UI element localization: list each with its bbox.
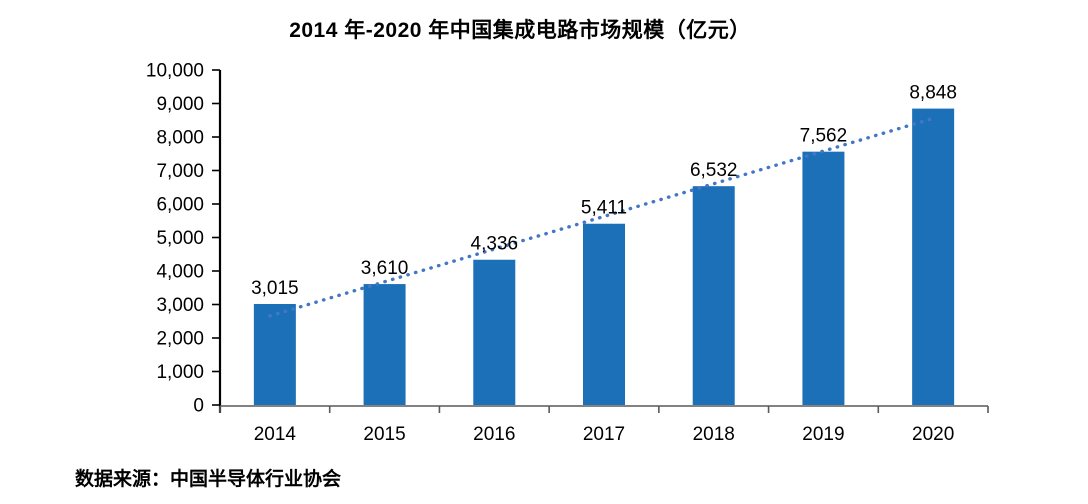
bar-2017 <box>583 223 625 405</box>
y-tick-label: 0 <box>193 396 204 417</box>
bar-2014 <box>253 303 296 405</box>
y-tick-label: 7,000 <box>156 161 204 182</box>
x-tick-label-2018: 2018 <box>693 424 735 445</box>
source-note: 数据来源：中国半导体行业协会 <box>75 469 342 490</box>
x-tick-label-2019: 2019 <box>802 424 844 445</box>
y-tick-label: 8,000 <box>156 128 204 149</box>
y-tick-label: 9,000 <box>156 94 204 115</box>
y-tick-label: 10,000 <box>146 61 204 82</box>
bar-2019 <box>802 151 845 405</box>
chart-title: 2014 年-2020 年中国集成电路市场规模（亿元） <box>289 19 751 42</box>
data-label-2015: 3,610 <box>361 258 409 279</box>
x-tick-label-2020: 2020 <box>912 424 954 445</box>
data-label-2018: 6,532 <box>690 160 738 181</box>
data-label-2017: 5,411 <box>581 198 627 219</box>
bar-2015 <box>363 284 406 405</box>
y-tick-label: 6,000 <box>156 195 204 216</box>
bar-2018 <box>692 186 735 405</box>
data-label-2014: 3,015 <box>251 278 299 299</box>
bar-2016 <box>473 259 516 405</box>
data-label-2016: 4,336 <box>471 234 519 255</box>
x-tick-label-2016: 2016 <box>473 424 515 445</box>
y-tick-label: 4,000 <box>156 262 204 283</box>
bar-2020 <box>912 108 955 405</box>
x-tick-label-2014: 2014 <box>254 424 297 445</box>
y-tick-label: 5,000 <box>156 228 204 249</box>
x-tick-label-2017: 2017 <box>583 424 625 445</box>
x-tick-label-2015: 2015 <box>363 424 405 445</box>
y-tick-label: 1,000 <box>156 362 204 383</box>
y-tick-label: 3,000 <box>156 295 204 316</box>
data-label-2019: 7,562 <box>800 126 848 147</box>
data-label-2020: 8,848 <box>909 83 957 104</box>
y-tick-label: 2,000 <box>156 329 204 350</box>
